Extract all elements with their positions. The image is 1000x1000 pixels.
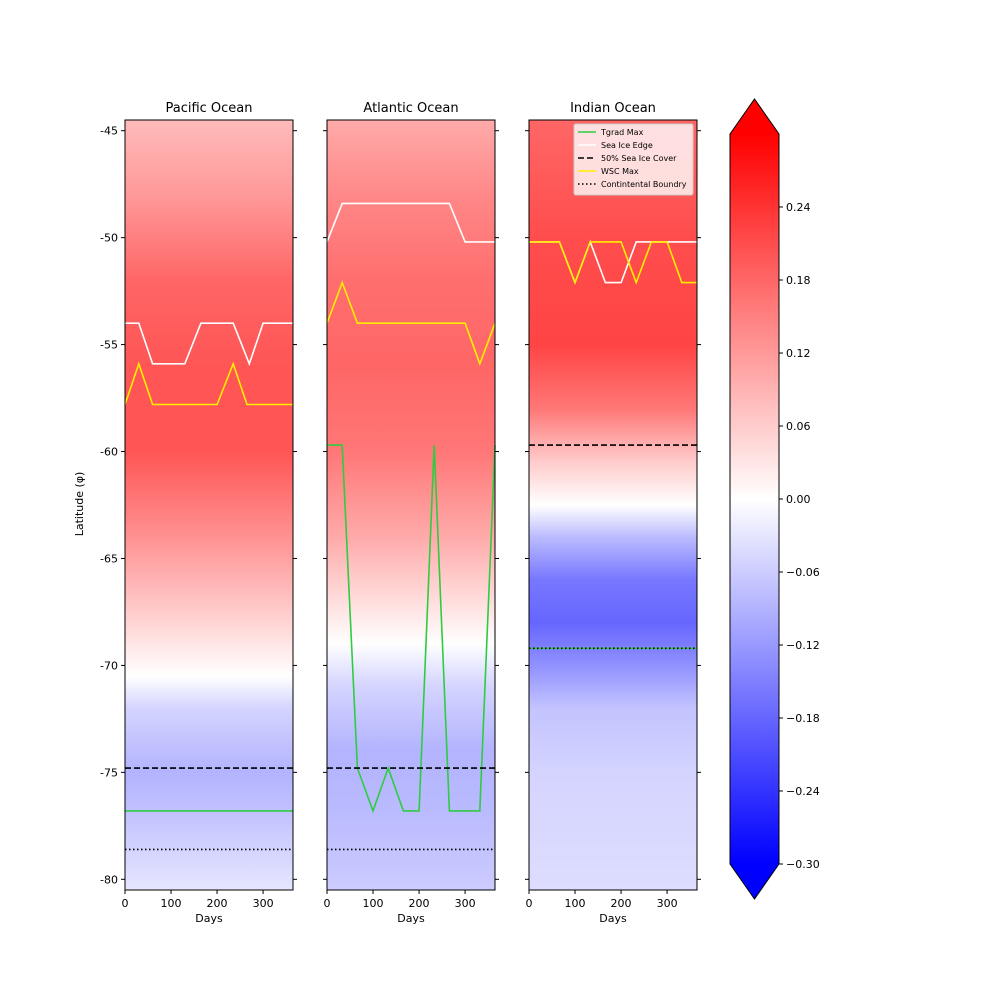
y-tick-label: -70 [100, 659, 118, 672]
y-tick-label: -75 [100, 766, 118, 779]
y-tick-label: -45 [100, 125, 118, 138]
colorbar-extend-bottom [730, 864, 779, 899]
colorbar-tick-label: −0.06 [786, 566, 820, 579]
series-group [326, 202, 496, 851]
x-tick-label: 0 [324, 897, 331, 910]
x-tick-label: 200 [409, 897, 430, 910]
panel-atlantic-ocean: Atlantic Ocean 0 100 200 300 Days [323, 101, 499, 925]
y-tick-label: -80 [100, 873, 118, 886]
series-group [124, 322, 293, 851]
colorbar-body [730, 134, 779, 864]
panels: Pacific Ocean -45 -50 -55 -60 -65 -70 -75 -80 0 10… [100, 101, 701, 925]
y-tick-label: -55 [100, 339, 118, 352]
legend-label: 50% Sea Ice Cover [601, 154, 677, 163]
colorbar-extend-top [730, 99, 779, 134]
legend-label: WSC Max [601, 167, 639, 176]
panel-title: Pacific Ocean [165, 101, 252, 116]
x-tick-label: 300 [455, 897, 476, 910]
panel-frame [528, 119, 698, 891]
x-tick-label: 300 [253, 897, 274, 910]
series-line-wsc [529, 241, 697, 285]
panel-indian-ocean: Indian Ocean 0 100 200 300 Days [525, 101, 701, 925]
heatmap-field [529, 120, 697, 890]
x-tick-label: 0 [122, 897, 129, 910]
legend-box [573, 123, 694, 196]
y-tick-label: -50 [100, 232, 118, 245]
panel-pacific-ocean: Pacific Ocean -45 -50 -55 -60 -65 -70 -75 -80 0 10… [100, 101, 297, 925]
series-group [529, 239, 697, 650]
x-tick-label: 300 [657, 897, 678, 910]
y-tick-label: -60 [100, 446, 118, 459]
colorbar: 0.24 0.18 0.12 0.06 0.00 −0.06 −0.12 −0.18 −0.24… [729, 98, 820, 900]
series-line-sea-ice-edge [125, 322, 293, 367]
colorbar-tick-label: 0.12 [786, 347, 811, 360]
legend: Tgrad Max Sea Ice Edge 50% Sea Ice Cover WS… [573, 123, 694, 196]
colorbar-tick-label: −0.12 [786, 639, 820, 652]
heatmap-field [327, 120, 495, 890]
series-line-tgrad [327, 444, 496, 814]
series-line-wsc [326, 280, 496, 367]
colorbar-tick-label: −0.24 [786, 785, 820, 798]
x-tick-label: 200 [611, 897, 632, 910]
colorbar-tick-label: 0.06 [786, 420, 811, 433]
series-line-sea-ice-edge [326, 202, 495, 243]
y-tick-label: -65 [100, 552, 118, 565]
legend-label: Contintental Boundry [601, 180, 687, 189]
panel-frame [124, 119, 294, 891]
colorbar-tick-label: 0.18 [786, 274, 811, 287]
x-axis-label: Days [195, 912, 223, 925]
x-axis-label: Days [599, 912, 627, 925]
x-tick-label: 200 [207, 897, 228, 910]
legend-label: Sea Ice Edge [601, 141, 653, 150]
x-tick-label: 100 [161, 897, 182, 910]
x-tick-label: 0 [526, 897, 533, 910]
x-tick-label: 100 [565, 897, 586, 910]
colorbar-tick-label: 0.24 [786, 201, 811, 214]
colorbar-tick-label: −0.30 [786, 858, 820, 871]
heatmap-field [125, 120, 293, 890]
x-axis-label: Days [397, 912, 425, 925]
panel-title: Atlantic Ocean [363, 101, 458, 116]
legend-label: Tgrad Max [600, 128, 644, 137]
panel-frame [326, 119, 496, 891]
series-line-wsc [124, 361, 293, 406]
y-axis-label: Latitude (φ) [73, 472, 86, 537]
panel-title: Indian Ocean [570, 101, 656, 116]
colorbar-tick-label: 0.00 [786, 493, 811, 506]
x-tick-label: 100 [363, 897, 384, 910]
colorbar-tick-label: −0.18 [786, 712, 820, 725]
